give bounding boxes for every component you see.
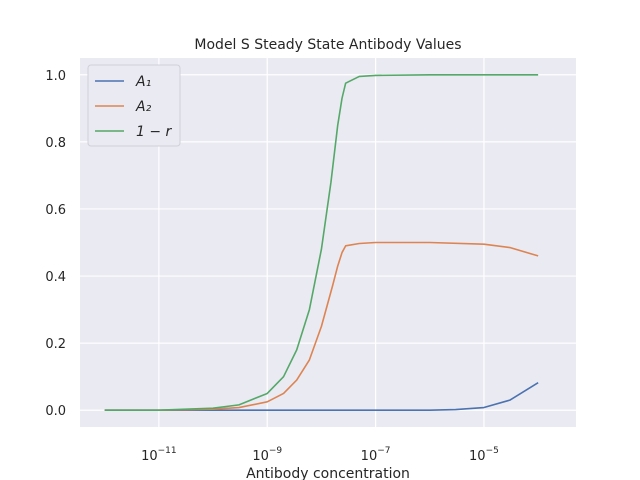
y-tick-label: 0.6: [45, 203, 66, 218]
grid: [80, 58, 576, 427]
series-group: [104, 73, 539, 412]
y-tick-label: 0.4: [45, 270, 66, 285]
x-tick-label: 10−11: [141, 446, 177, 464]
x-axis-label: Antibody concentration: [246, 466, 410, 480]
y-tick-label: 0.0: [45, 404, 66, 419]
x-tick-label: 10−7: [361, 446, 391, 464]
legend-entry-1: A₁: [135, 74, 151, 90]
x-tick-label: 10−5: [469, 446, 499, 464]
series-line-3: [104, 73, 539, 412]
legend-entry-3: 1 − r: [136, 124, 173, 140]
chart-title: Model S Steady State Antibody Values: [194, 37, 461, 53]
legend-entry-2: A₂: [135, 99, 152, 115]
legend-frame: [87, 64, 181, 147]
y-tick-label: 0.8: [45, 136, 66, 151]
y-tick-label: 1.0: [45, 69, 66, 84]
x-tick-label: 10−9: [252, 446, 282, 464]
series-line-2: [104, 241, 539, 412]
x-tick-labels: 10−11 10−9 10−7 10−5: [141, 446, 499, 464]
series-line-1: [104, 382, 539, 412]
y-tick-label: 0.2: [45, 337, 66, 352]
legend: A₁ A₂ 1 − r: [87, 64, 181, 147]
y-tick-labels: 0.0 0.2 0.4 0.6 0.8 1.0: [45, 69, 66, 419]
